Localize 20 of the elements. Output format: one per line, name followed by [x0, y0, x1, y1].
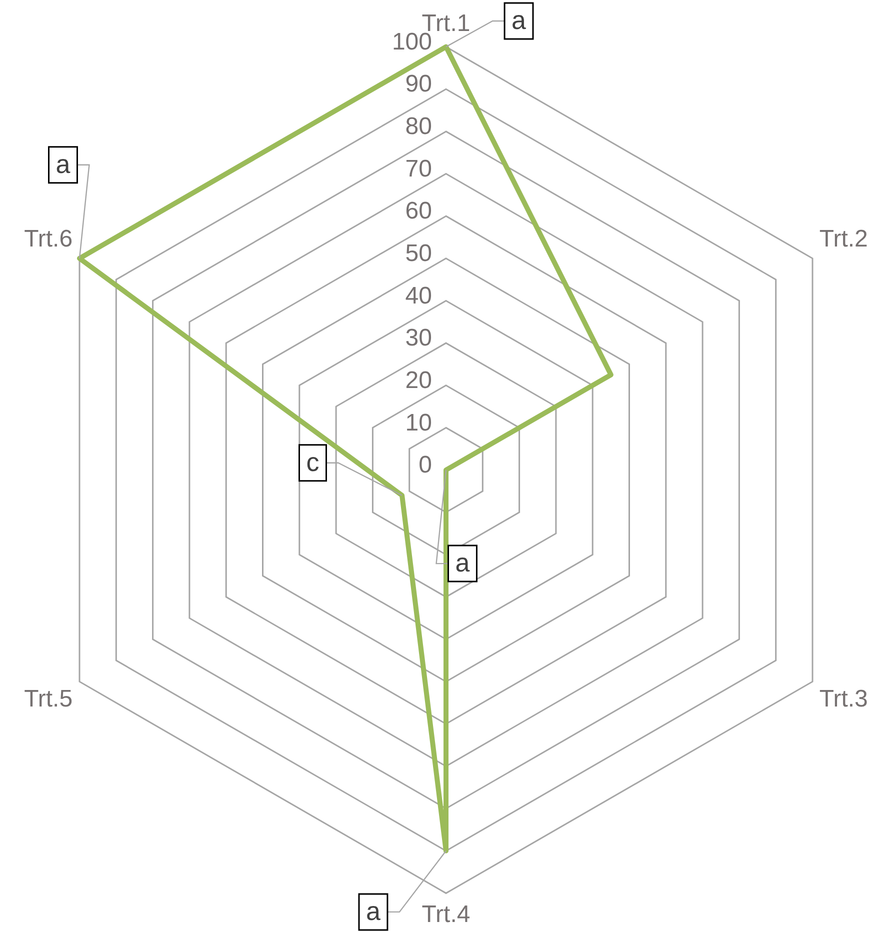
y-tick-label: 60: [405, 198, 432, 225]
y-tick-label: 10: [405, 409, 432, 436]
spoke-label: Trt.2: [819, 226, 868, 253]
data-label: c: [306, 447, 320, 478]
y-tick-label: 20: [405, 366, 432, 394]
y-tick-label: 70: [405, 155, 432, 182]
y-tick-label: 0: [418, 452, 432, 479]
y-tick-label: 80: [405, 113, 432, 140]
data-label: a: [512, 5, 527, 36]
spoke-label: Trt.4: [422, 901, 470, 928]
data-label: a: [455, 548, 470, 578]
y-tick-label: 50: [405, 240, 432, 268]
y-tick-label: 90: [405, 70, 432, 98]
spoke-label: Trt.6: [24, 226, 73, 253]
spoke-label: Trt.5: [24, 686, 73, 713]
y-tick-label: 40: [405, 282, 432, 310]
data-label: a: [366, 896, 381, 926]
y-tick-label: 30: [405, 324, 432, 352]
data-label: a: [56, 149, 71, 180]
spoke-label: Trt.3: [819, 686, 868, 713]
